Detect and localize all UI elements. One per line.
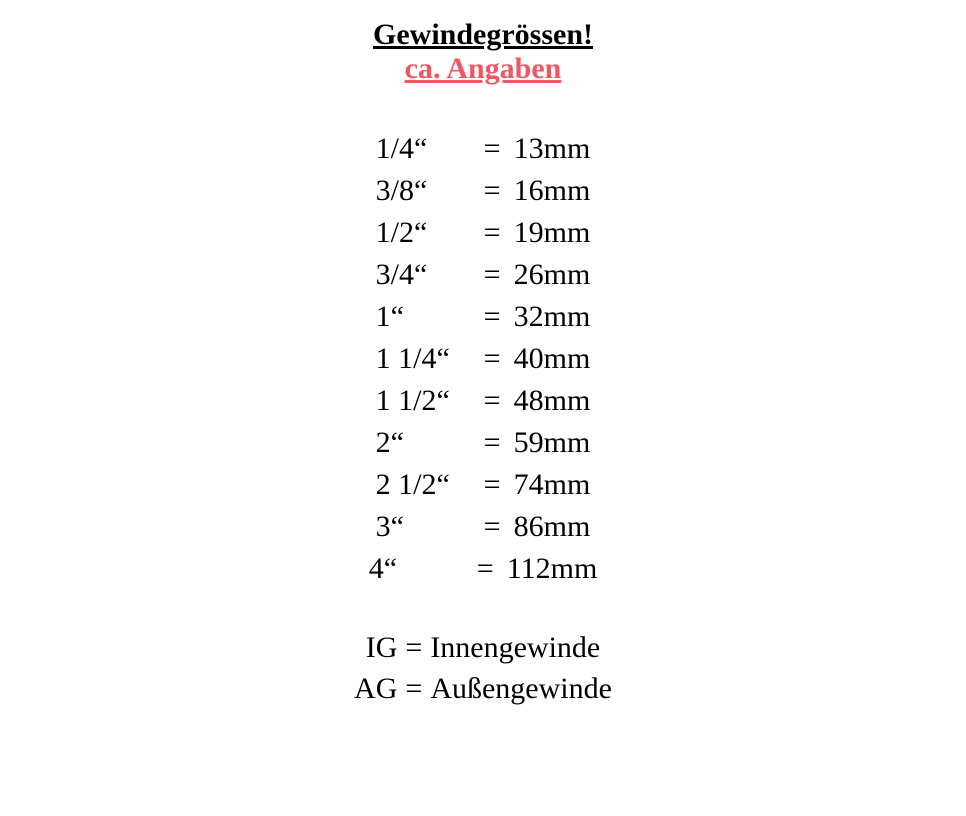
mm-value: 26mm — [514, 254, 591, 296]
table-row: 4“ = 112mm — [369, 548, 598, 590]
legend-abbr: IG — [366, 628, 398, 669]
equals-sign: = — [397, 669, 430, 710]
inch-value: 3“ — [376, 506, 484, 548]
mm-value: 19mm — [514, 212, 591, 254]
inch-value: 1“ — [376, 296, 484, 338]
thread-size-table: 1/4“ = 13mm 3/8“ = 16mm 1/2“ = 19mm 3/4“… — [369, 128, 598, 590]
mm-value: 48mm — [514, 380, 591, 422]
equals-sign: = — [484, 464, 514, 506]
mm-value: 74mm — [514, 464, 591, 506]
mm-value: 112mm — [507, 548, 598, 590]
table-row: 1 1/4“ = 40mm — [376, 338, 591, 380]
legend-abbr: AG — [354, 669, 397, 710]
equals-sign: = — [484, 380, 514, 422]
mm-value: 32mm — [514, 296, 591, 338]
legend-full: Außengewinde — [430, 669, 612, 710]
table-row: 1 1/2“ = 48mm — [376, 380, 591, 422]
table-row: 2 1/2“ = 74mm — [376, 464, 591, 506]
inch-value: 3/4“ — [376, 254, 484, 296]
table-row: 2“ = 59mm — [376, 422, 591, 464]
title-line2: ca. Angaben — [405, 52, 562, 86]
inch-value: 1 1/4“ — [376, 338, 484, 380]
equals-sign: = — [484, 212, 514, 254]
title-line1: Gewindegrössen! — [373, 18, 593, 52]
table-row: 3/4“ = 26mm — [376, 254, 591, 296]
inch-value: 1/2“ — [376, 212, 484, 254]
inch-value: 2 1/2“ — [376, 464, 484, 506]
inch-value: 2“ — [376, 422, 484, 464]
equals-sign: = — [484, 128, 514, 170]
table-row: 1“ = 32mm — [376, 296, 591, 338]
mm-value: 86mm — [514, 506, 591, 548]
equals-sign: = — [477, 548, 507, 590]
equals-sign: = — [484, 170, 514, 212]
mm-value: 40mm — [514, 338, 591, 380]
legend-row: IG = Innengewinde — [366, 628, 601, 669]
legend-full: Innengewinde — [430, 628, 600, 669]
legend-row: AG = Außengewinde — [354, 669, 612, 710]
mm-value: 16mm — [514, 170, 591, 212]
table-row: 1/4“ = 13mm — [376, 128, 591, 170]
table-row: 3“ = 86mm — [376, 506, 591, 548]
equals-sign: = — [484, 254, 514, 296]
inch-value: 3/8“ — [376, 170, 484, 212]
equals-sign: = — [484, 296, 514, 338]
mm-value: 59mm — [514, 422, 591, 464]
inch-value: 4“ — [369, 548, 477, 590]
inch-value: 1 1/2“ — [376, 380, 484, 422]
table-row: 3/8“ = 16mm — [376, 170, 591, 212]
equals-sign: = — [484, 506, 514, 548]
mm-value: 13mm — [514, 128, 591, 170]
equals-sign: = — [484, 422, 514, 464]
table-row: 1/2“ = 19mm — [376, 212, 591, 254]
equals-sign: = — [397, 628, 430, 669]
legend: IG = Innengewinde AG = Außengewinde — [354, 628, 612, 709]
inch-value: 1/4“ — [376, 128, 484, 170]
equals-sign: = — [484, 338, 514, 380]
